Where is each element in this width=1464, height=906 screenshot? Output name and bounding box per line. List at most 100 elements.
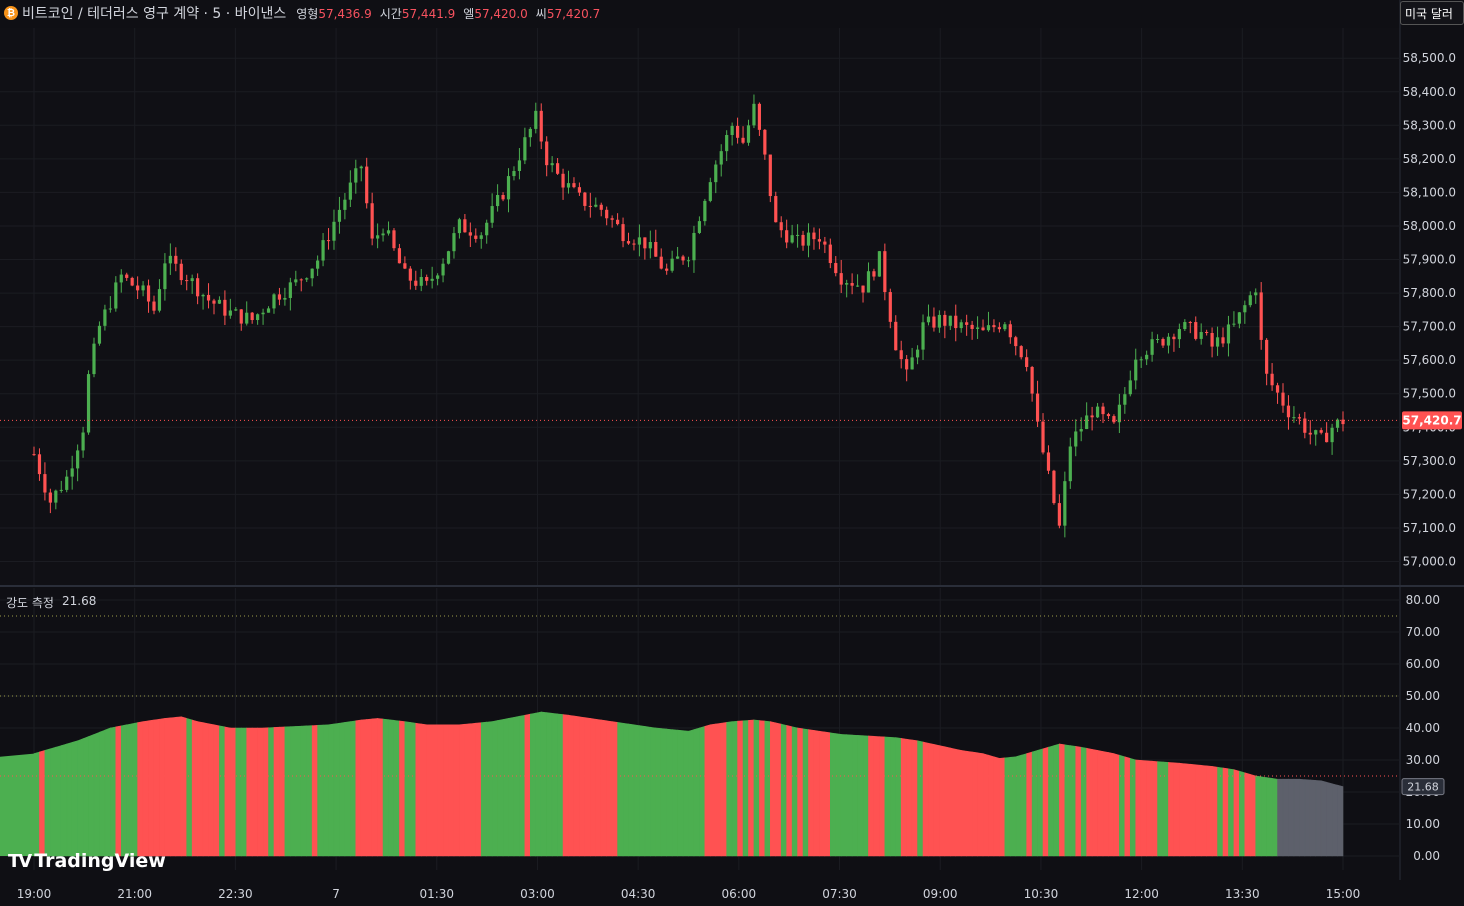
indicator-area-segment xyxy=(1009,756,1017,857)
candle-body xyxy=(397,248,402,264)
indicator-area-segment xyxy=(551,712,558,857)
indicator-area-segment xyxy=(104,727,111,857)
indicator-area-segment xyxy=(797,727,804,857)
candle-body xyxy=(1128,380,1132,395)
candle-body xyxy=(1063,481,1067,526)
candle-body xyxy=(108,308,112,310)
candle-body xyxy=(223,299,227,316)
candle-body xyxy=(1101,406,1105,415)
indicator-area-segment xyxy=(939,745,946,857)
indicator-area-segment xyxy=(1102,751,1109,857)
indicator-area-segment xyxy=(197,721,204,857)
candle-body xyxy=(141,285,145,291)
candle-body xyxy=(1025,357,1029,367)
indicator-area-segment xyxy=(1288,778,1295,857)
indicator-area-segment xyxy=(71,740,78,857)
candle-body xyxy=(114,282,118,309)
indicator-area-segment xyxy=(1037,748,1044,857)
indicator-legend[interactable]: 강도 측정 21.68 xyxy=(6,594,96,611)
indicator-area-segment xyxy=(339,722,346,857)
candle-body xyxy=(419,277,423,286)
indicator-area-segment xyxy=(1217,766,1224,857)
tradingview-logo[interactable]: 𝗧𝗩 TradingView xyxy=(8,850,166,872)
candle-body xyxy=(48,492,52,503)
price-tick-label: 58,200.0 xyxy=(1403,152,1456,166)
candle-body xyxy=(528,128,532,138)
candle-body xyxy=(855,285,860,287)
indicator-area-segment xyxy=(99,729,106,857)
candle-body xyxy=(621,224,625,242)
candle-body xyxy=(970,324,974,329)
indicator-area-segment xyxy=(219,725,226,857)
indicator-area-segment xyxy=(164,717,171,857)
indicator-area-segment xyxy=(66,741,73,857)
indicator-area-segment xyxy=(666,728,673,857)
indicator-area-segment xyxy=(1309,779,1317,857)
indicator-area-segment xyxy=(77,738,84,857)
indicator-area-segment xyxy=(350,720,357,857)
candle-body xyxy=(1335,419,1340,428)
candle-body xyxy=(37,454,42,475)
candle-body xyxy=(441,263,445,276)
currency-button[interactable]: 미국 달러 xyxy=(1400,1,1464,25)
candle-body xyxy=(605,209,609,219)
candle-body xyxy=(376,235,380,239)
symbol-title[interactable]: 비트코인 / 테더러스 영구 계약 · 5 · 바이낸스 xyxy=(22,6,287,22)
indicator-tick-label: 30.00 xyxy=(1406,753,1440,767)
indicator-area-segment xyxy=(879,736,886,857)
candle-body xyxy=(1221,337,1225,344)
indicator-area-segment xyxy=(1026,751,1033,857)
indicator-area-segment xyxy=(557,713,564,857)
candle-body xyxy=(239,309,243,324)
close-value: 57,420.7 xyxy=(546,6,601,21)
candle-body xyxy=(1215,337,1220,347)
candle-body xyxy=(245,312,249,324)
indicator-area-segment xyxy=(300,725,308,857)
candle-body xyxy=(561,173,565,188)
candle-body xyxy=(577,187,582,193)
candle-body xyxy=(201,294,205,297)
indicator-area-segment xyxy=(971,751,978,857)
indicator-area-segment xyxy=(1260,776,1267,857)
candle-body xyxy=(550,163,554,166)
indicator-area-segment xyxy=(88,733,95,857)
indicator-area-segment xyxy=(415,722,422,857)
indicator-area-segment xyxy=(650,726,657,857)
price-tick-label: 57,000.0 xyxy=(1403,555,1456,569)
indicator-area-segment xyxy=(786,725,793,857)
indicator-area-segment xyxy=(1069,745,1077,857)
candle-body xyxy=(425,277,429,281)
indicator-area-segment xyxy=(1020,753,1027,857)
indicator-area-segment xyxy=(546,712,553,857)
indicator-area-segment xyxy=(1086,747,1093,857)
indicator-area-segment xyxy=(251,727,258,857)
candle-body xyxy=(861,285,865,293)
candle-body xyxy=(648,241,652,249)
candle-body xyxy=(845,283,849,285)
candle-body xyxy=(981,327,985,331)
indicator-area-segment xyxy=(1244,772,1251,857)
candle-body xyxy=(1003,324,1007,330)
price-pane[interactable] xyxy=(0,28,1400,585)
candle-body xyxy=(708,182,712,201)
candle-body xyxy=(92,343,96,375)
indicator-value-label: 21.68 xyxy=(1407,781,1439,794)
indicator-area-segment xyxy=(1113,753,1120,857)
tradingview-logo-text: TradingView xyxy=(34,850,166,872)
candle-body xyxy=(266,308,271,313)
indicator-area-layer xyxy=(0,711,1344,857)
candle-body xyxy=(850,283,854,286)
indicator-area-segment xyxy=(590,718,597,857)
candle-body xyxy=(190,278,194,282)
candle-body xyxy=(594,204,598,207)
candle-body xyxy=(65,476,69,490)
candle-body xyxy=(288,282,292,298)
indicator-area-segment xyxy=(999,757,1006,857)
indicator-area-segment xyxy=(115,725,122,857)
candle-body xyxy=(386,230,391,234)
indicator-area-segment xyxy=(268,727,275,857)
candle-body xyxy=(403,263,407,269)
indicator-area-segment xyxy=(1315,780,1322,857)
symbol-header: ₿ 비트코인 / 테더러스 영구 계약 · 5 · 바이낸스 영형57,436.… xyxy=(4,3,600,23)
